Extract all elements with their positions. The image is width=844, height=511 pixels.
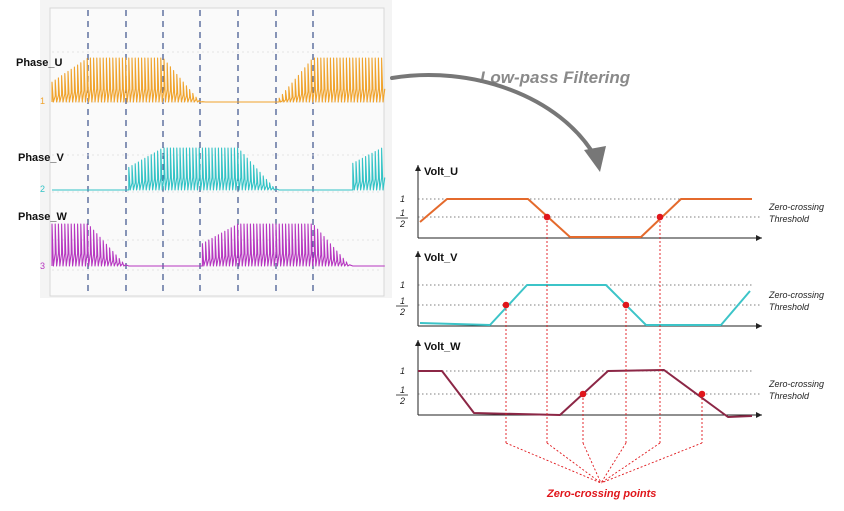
tick-label-half-num: 1 [400, 208, 405, 218]
diagram-title: Low-pass Filtering [480, 68, 631, 87]
arrow-head-icon [584, 146, 606, 172]
filtered-plots: Volt_U112Zero-crossingThresholdVolt_V112… [396, 165, 824, 418]
plot-label: Volt_W [424, 341, 461, 353]
zero-crossing-point [502, 301, 510, 309]
y-axis-arrow-icon [415, 165, 421, 171]
zero-crossing-point [579, 390, 587, 398]
tick-label-half-den: 2 [399, 307, 405, 317]
zero-crossing-guides [502, 213, 706, 484]
scope-screen [49, 7, 385, 297]
channel-label-u: Phase_U [16, 57, 63, 69]
y-axis-arrow-icon [415, 340, 421, 346]
zero-crossing-annotation: Zero-crossing points [546, 488, 656, 500]
phase-w-trace [51, 223, 385, 267]
crossing-converge-line [546, 442, 602, 484]
threshold-label: Zero-crossing [768, 290, 824, 300]
threshold-label-2: Threshold [769, 391, 810, 401]
threshold-label-2: Threshold [769, 214, 810, 224]
x-axis-arrow-icon [756, 323, 762, 329]
channel-label-v: Phase_V [18, 152, 65, 164]
phase-u-trace [51, 57, 386, 103]
threshold-label: Zero-crossing [768, 202, 824, 212]
tick-label-half-den: 2 [399, 219, 405, 229]
threshold-label-2: Threshold [769, 302, 810, 312]
channel-marker-w: 3 [40, 261, 45, 271]
crossing-converge-line [505, 442, 602, 484]
scope-traces [51, 57, 386, 267]
zero-crossing-point [622, 301, 630, 309]
crossing-converge-line [582, 442, 602, 484]
x-axis-arrow-icon [756, 235, 762, 241]
tick-label-half-den: 2 [399, 396, 405, 406]
zero-crossing-point [543, 213, 551, 221]
zero-crossing-point [698, 390, 706, 398]
tick-label-high: 1 [400, 194, 405, 204]
zero-crossing-point [656, 213, 664, 221]
tick-label-half-num: 1 [400, 385, 405, 395]
plot-label: Volt_U [424, 166, 458, 178]
channel-marker-u: 1 [40, 96, 45, 106]
tick-label-high: 1 [400, 280, 405, 290]
crossing-converge-line [600, 442, 661, 484]
flow-arrow [390, 73, 598, 160]
phase-v-trace [52, 147, 386, 191]
plot-label: Volt_V [424, 252, 458, 264]
crossing-converge-line [600, 442, 703, 484]
channel-marker-v: 2 [40, 184, 45, 194]
filtered-curve [419, 284, 751, 326]
threshold-label: Zero-crossing [768, 379, 824, 389]
y-axis-arrow-icon [415, 251, 421, 257]
tick-label-high: 1 [400, 366, 405, 376]
filtered-curve [419, 198, 752, 238]
x-axis-arrow-icon [756, 412, 762, 418]
channel-label-w: Phase_W [18, 211, 68, 223]
tick-label-half-num: 1 [400, 296, 405, 306]
crossing-converge-line [600, 442, 627, 484]
